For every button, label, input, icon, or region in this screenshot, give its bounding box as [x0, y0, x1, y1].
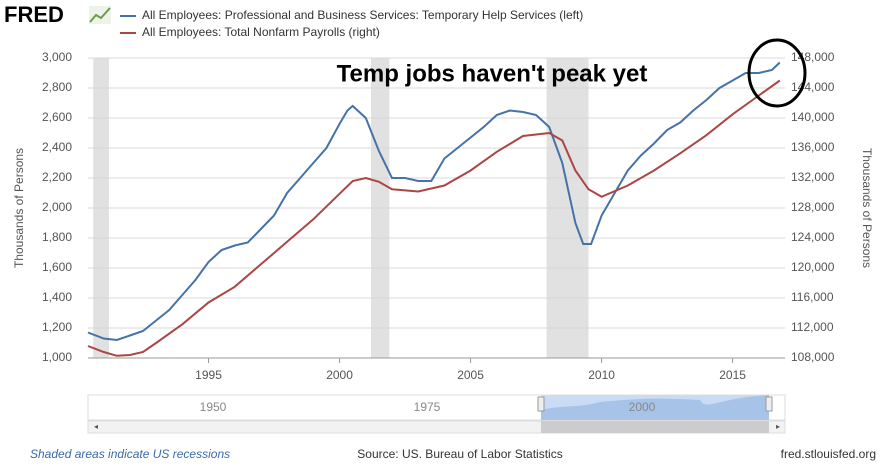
navigator-label: 2000	[629, 400, 656, 414]
y-tick-label: 1,800	[42, 230, 72, 244]
legend-label: All Employees: Professional and Business…	[142, 8, 583, 22]
x-tick-label: 1995	[195, 368, 222, 382]
svg-text:▸: ▸	[776, 422, 780, 431]
y2-tick-label: 132,000	[791, 170, 835, 184]
x-tick-label: 2010	[588, 368, 615, 382]
svg-text:◂: ◂	[94, 422, 98, 431]
series-line	[87, 61, 781, 342]
plot-area: 1,000 1,200 1,400 1,600 1,800 2,000 2,200 2,400…	[42, 50, 835, 382]
y-tick-label: 2,800	[42, 80, 72, 94]
x-tick-label: 2000	[326, 368, 353, 382]
y-tick-label: 2,600	[42, 110, 72, 124]
x-tick-label: 2015	[719, 368, 746, 382]
logo: FRED	[4, 2, 64, 27]
y2-tick-label: 116,000	[791, 290, 834, 304]
footer-note: Shaded areas indicate US recessions	[30, 447, 230, 461]
y2-tick-label: 136,000	[791, 140, 835, 154]
footer-site: fred.stlouisfed.org	[781, 447, 876, 461]
y-tick-label: 1,000	[42, 350, 72, 364]
y2-tick-label: 124,000	[791, 230, 835, 244]
logo-icon	[89, 6, 111, 24]
y-axis-label: Thousands of Persons	[12, 148, 26, 268]
y2-tick-label: 108,000	[791, 350, 835, 364]
annotation: Temp jobs haven't peak yet	[337, 60, 648, 87]
y2-axis-label: Thousands of Persons	[860, 148, 874, 268]
navigator: ◂ ▸ 1950 1975 2000	[87, 394, 786, 434]
navigator-label: 1975	[414, 400, 441, 414]
y2-tick-label: 112,000	[791, 320, 834, 334]
y-tick-label: 1,600	[42, 260, 72, 274]
highlight-circle	[747, 38, 807, 108]
y-tick-label: 2,200	[42, 170, 72, 184]
footer-source: Source: US. Bureau of Labor Statistics	[357, 447, 562, 461]
navigator-label: 1950	[200, 400, 227, 414]
series-line	[87, 79, 781, 357]
y-tick-label: 3,000	[42, 50, 72, 64]
y2-tick-label: 120,000	[791, 260, 835, 274]
y-tick-label: 2,000	[42, 200, 72, 214]
y-tick-label: 1,200	[42, 320, 72, 334]
legend-label: All Employees: Total Nonfarm Payrolls (r…	[142, 25, 380, 39]
y-tick-label: 1,400	[42, 290, 72, 304]
y2-tick-label: 128,000	[791, 200, 835, 214]
y-tick-label: 2,400	[42, 140, 72, 154]
y2-tick-label: 144,000	[791, 80, 835, 94]
x-tick-label: 2005	[457, 368, 484, 382]
y2-tick-label: 140,000	[791, 110, 835, 124]
